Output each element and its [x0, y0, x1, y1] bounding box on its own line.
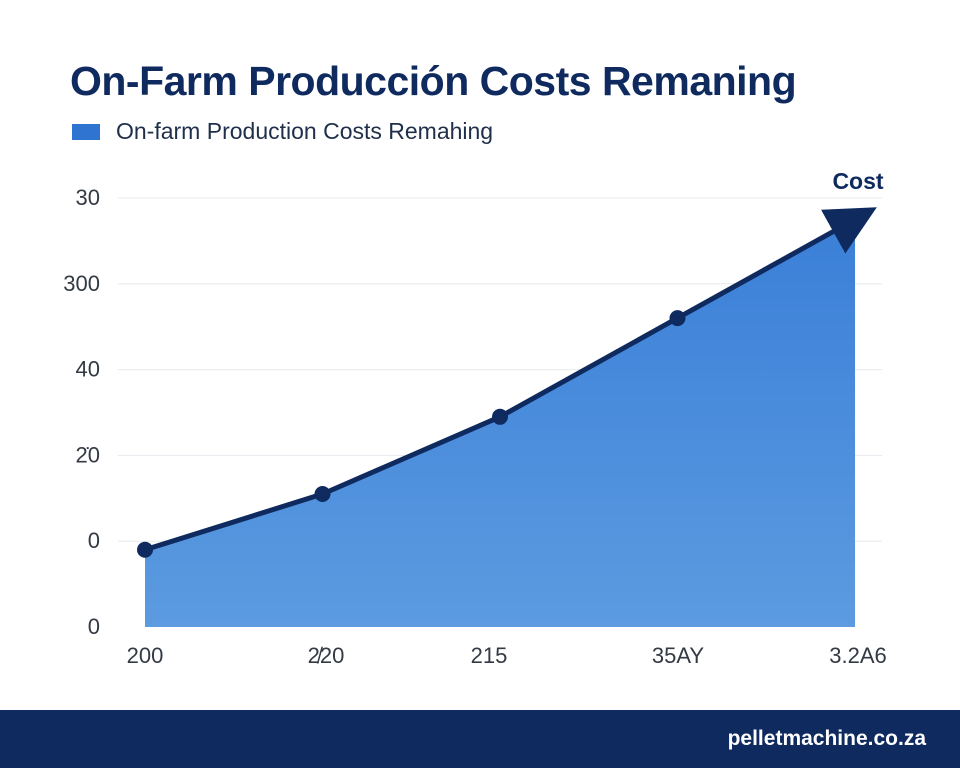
legend-swatch: [72, 123, 100, 140]
y-tick-label: 300: [63, 271, 100, 296]
x-tick-label: 3.2A6: [829, 643, 887, 668]
y-tick-label: 0: [88, 528, 100, 553]
y-tick-label: 2̇0: [76, 442, 100, 467]
data-point: [137, 541, 153, 558]
data-point: [314, 486, 331, 503]
chart-legend: On-farm Production Costs Remahing: [72, 118, 493, 145]
area-chart: 0 0 2̇0 40 300 30 200 2̸20 215 35AY 3.2A6 Cost: [63, 168, 887, 668]
area-layer: [137, 207, 877, 627]
x-tick-label: 200: [127, 643, 164, 668]
x-tick-label: 2̸20: [308, 643, 345, 668]
data-point: [669, 310, 686, 327]
footer-bar: pelletmachine.co.za: [0, 710, 960, 768]
annotations: Cost: [832, 168, 883, 194]
data-point: [492, 408, 508, 425]
annotation-label: Cost: [832, 168, 883, 194]
y-tick-label: 0: [88, 614, 100, 639]
y-axis-ticks: 0 0 2̇0 40 300 30: [63, 185, 100, 639]
x-tick-label: 35AY: [652, 643, 705, 668]
y-tick-label: 30: [76, 185, 100, 210]
x-axis-ticks: 200 2̸20 215 35AY 3.2A6: [127, 643, 887, 668]
chart-title: On-Farm Producción Costs Remaning: [70, 58, 797, 104]
legend-label: On-farm Production Costs Remahing: [116, 118, 494, 144]
y-tick-label: 40: [76, 357, 100, 382]
footer-site-link[interactable]: pelletmachine.co.za: [727, 727, 926, 750]
x-tick-label: 215: [471, 643, 508, 668]
